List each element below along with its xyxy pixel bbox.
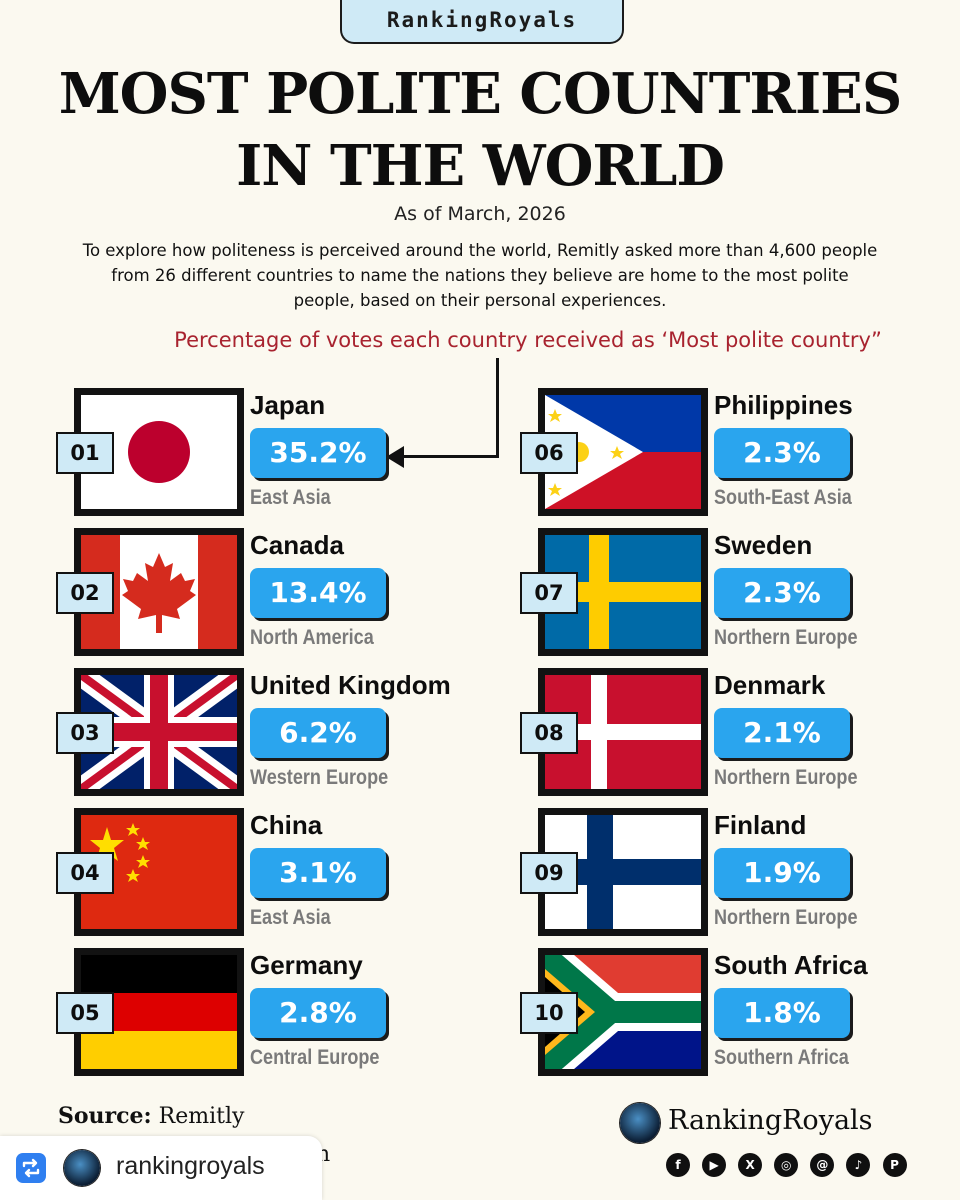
social-links: f ▶ X ◎ @ ♪ P xyxy=(666,1153,914,1179)
country-card: 05 Germany 2.8% Central Europe xyxy=(56,948,494,1078)
rank-badge: 09 xyxy=(520,852,578,894)
vote-note: Percentage of votes each country receive… xyxy=(174,328,882,352)
arrow-connector xyxy=(496,358,499,458)
vote-percentage: 2.3% xyxy=(714,568,850,618)
sweden-flag xyxy=(538,528,708,656)
country-name: United Kingdom xyxy=(250,670,451,700)
arrow-connector xyxy=(400,455,499,458)
country-card: 03 United Kingdom 6.2% Western Europe xyxy=(56,668,494,798)
country-name: Canada xyxy=(250,530,344,560)
rank-badge: 01 xyxy=(56,432,114,474)
x-icon[interactable]: X xyxy=(738,1153,763,1177)
country-name: China xyxy=(250,810,323,840)
country-card: 06 Philippines 2.3% South-East Asia xyxy=(520,388,958,518)
country-name: Philippines xyxy=(714,390,853,420)
country-card: 09 Finland 1.9% Northern Europe xyxy=(520,808,958,938)
title-line-2: IN THE WORLD xyxy=(236,133,725,199)
vote-percentage: 13.4% xyxy=(250,568,386,618)
rank-badge: 04 xyxy=(56,852,114,894)
repost-icon[interactable] xyxy=(16,1153,46,1183)
repost-username[interactable]: rankingroyals xyxy=(116,1152,265,1180)
region-label: Northern Europe xyxy=(714,626,858,649)
vote-percentage: 1.8% xyxy=(714,988,850,1038)
vote-percentage: 3.1% xyxy=(250,848,386,898)
date-subtitle: As of March, 2026 xyxy=(394,203,566,225)
vote-percentage: 2.8% xyxy=(250,988,386,1038)
rank-badge: 07 xyxy=(520,572,578,614)
page-title: MOST POLITE COUNTRIES IN THE WORLD xyxy=(0,58,960,202)
vote-percentage: 1.9% xyxy=(714,848,850,898)
country-card: 02 Canada 13.4% North America xyxy=(56,528,494,658)
title-line-1: MOST POLITE COUNTRIES xyxy=(58,61,903,127)
vote-percentage: 2.3% xyxy=(714,428,850,478)
region-label: Central Europe xyxy=(250,1046,380,1069)
rank-badge: 03 xyxy=(56,712,114,754)
country-card: 01 Japan 35.2% East Asia xyxy=(56,388,494,518)
region-label: South-East Asia xyxy=(714,486,852,509)
intro-line: from 26 different countries to name the … xyxy=(111,266,849,285)
repost-bar[interactable]: rankingroyals xyxy=(0,1136,322,1200)
region-label: Northern Europe xyxy=(714,766,858,789)
canada-flag xyxy=(74,528,244,656)
source-value: Remitly xyxy=(158,1104,245,1129)
vote-percentage: 35.2% xyxy=(250,428,386,478)
intro-line: To explore how politeness is perceived a… xyxy=(82,241,878,260)
country-name: Japan xyxy=(250,390,326,420)
country-name: Finland xyxy=(714,810,807,840)
region-label: East Asia xyxy=(250,486,331,509)
arrow-head-icon xyxy=(386,446,404,468)
country-card: 07 Sweden 2.3% Northern Europe xyxy=(520,528,958,658)
philippines-flag xyxy=(538,388,708,516)
region-label: Western Europe xyxy=(250,766,389,789)
south-africa-flag xyxy=(538,948,708,1076)
country-card: 04 China 3.1% East Asia xyxy=(56,808,494,938)
region-label: Northern Europe xyxy=(714,906,858,929)
brand-tab: RankingRoyals xyxy=(340,0,624,44)
avatar[interactable] xyxy=(64,1150,100,1186)
brand-logo-icon xyxy=(620,1103,660,1143)
region-label: North America xyxy=(250,626,374,649)
rank-badge: 08 xyxy=(520,712,578,754)
threads-icon[interactable]: @ xyxy=(810,1153,835,1177)
facebook-icon[interactable]: f xyxy=(666,1153,690,1177)
rank-badge: 05 xyxy=(56,992,114,1034)
intro-paragraph: To explore how politeness is perceived a… xyxy=(20,238,940,313)
rank-badge: 06 xyxy=(520,432,578,474)
country-name: Sweden xyxy=(714,530,813,560)
country-name: Germany xyxy=(250,950,363,980)
country-name: Denmark xyxy=(714,670,826,700)
vote-percentage: 2.1% xyxy=(714,708,850,758)
youtube-icon[interactable]: ▶ xyxy=(702,1153,727,1177)
region-label: Southern Africa xyxy=(714,1046,849,1069)
rank-badge: 02 xyxy=(56,572,114,614)
rank-badge: 10 xyxy=(520,992,578,1034)
pinterest-icon[interactable]: P xyxy=(882,1153,907,1177)
country-name: South Africa xyxy=(714,950,868,980)
instagram-icon[interactable]: ◎ xyxy=(774,1153,799,1177)
country-card: 08 Denmark 2.1% Northern Europe xyxy=(520,668,958,798)
source-credit: Source: Remitly xyxy=(58,1103,244,1129)
vote-percentage: 6.2% xyxy=(250,708,386,758)
intro-line: people, based on their personal experien… xyxy=(293,291,667,310)
country-card: 10 South Africa 1.8% Southern Africa xyxy=(520,948,958,1078)
tiktok-icon[interactable]: ♪ xyxy=(846,1153,871,1177)
source-label: Source: xyxy=(58,1103,152,1129)
region-label: East Asia xyxy=(250,906,331,929)
brand-name: RankingRoyals xyxy=(668,1105,873,1136)
footer-brand[interactable]: RankingRoyals xyxy=(620,1103,920,1147)
